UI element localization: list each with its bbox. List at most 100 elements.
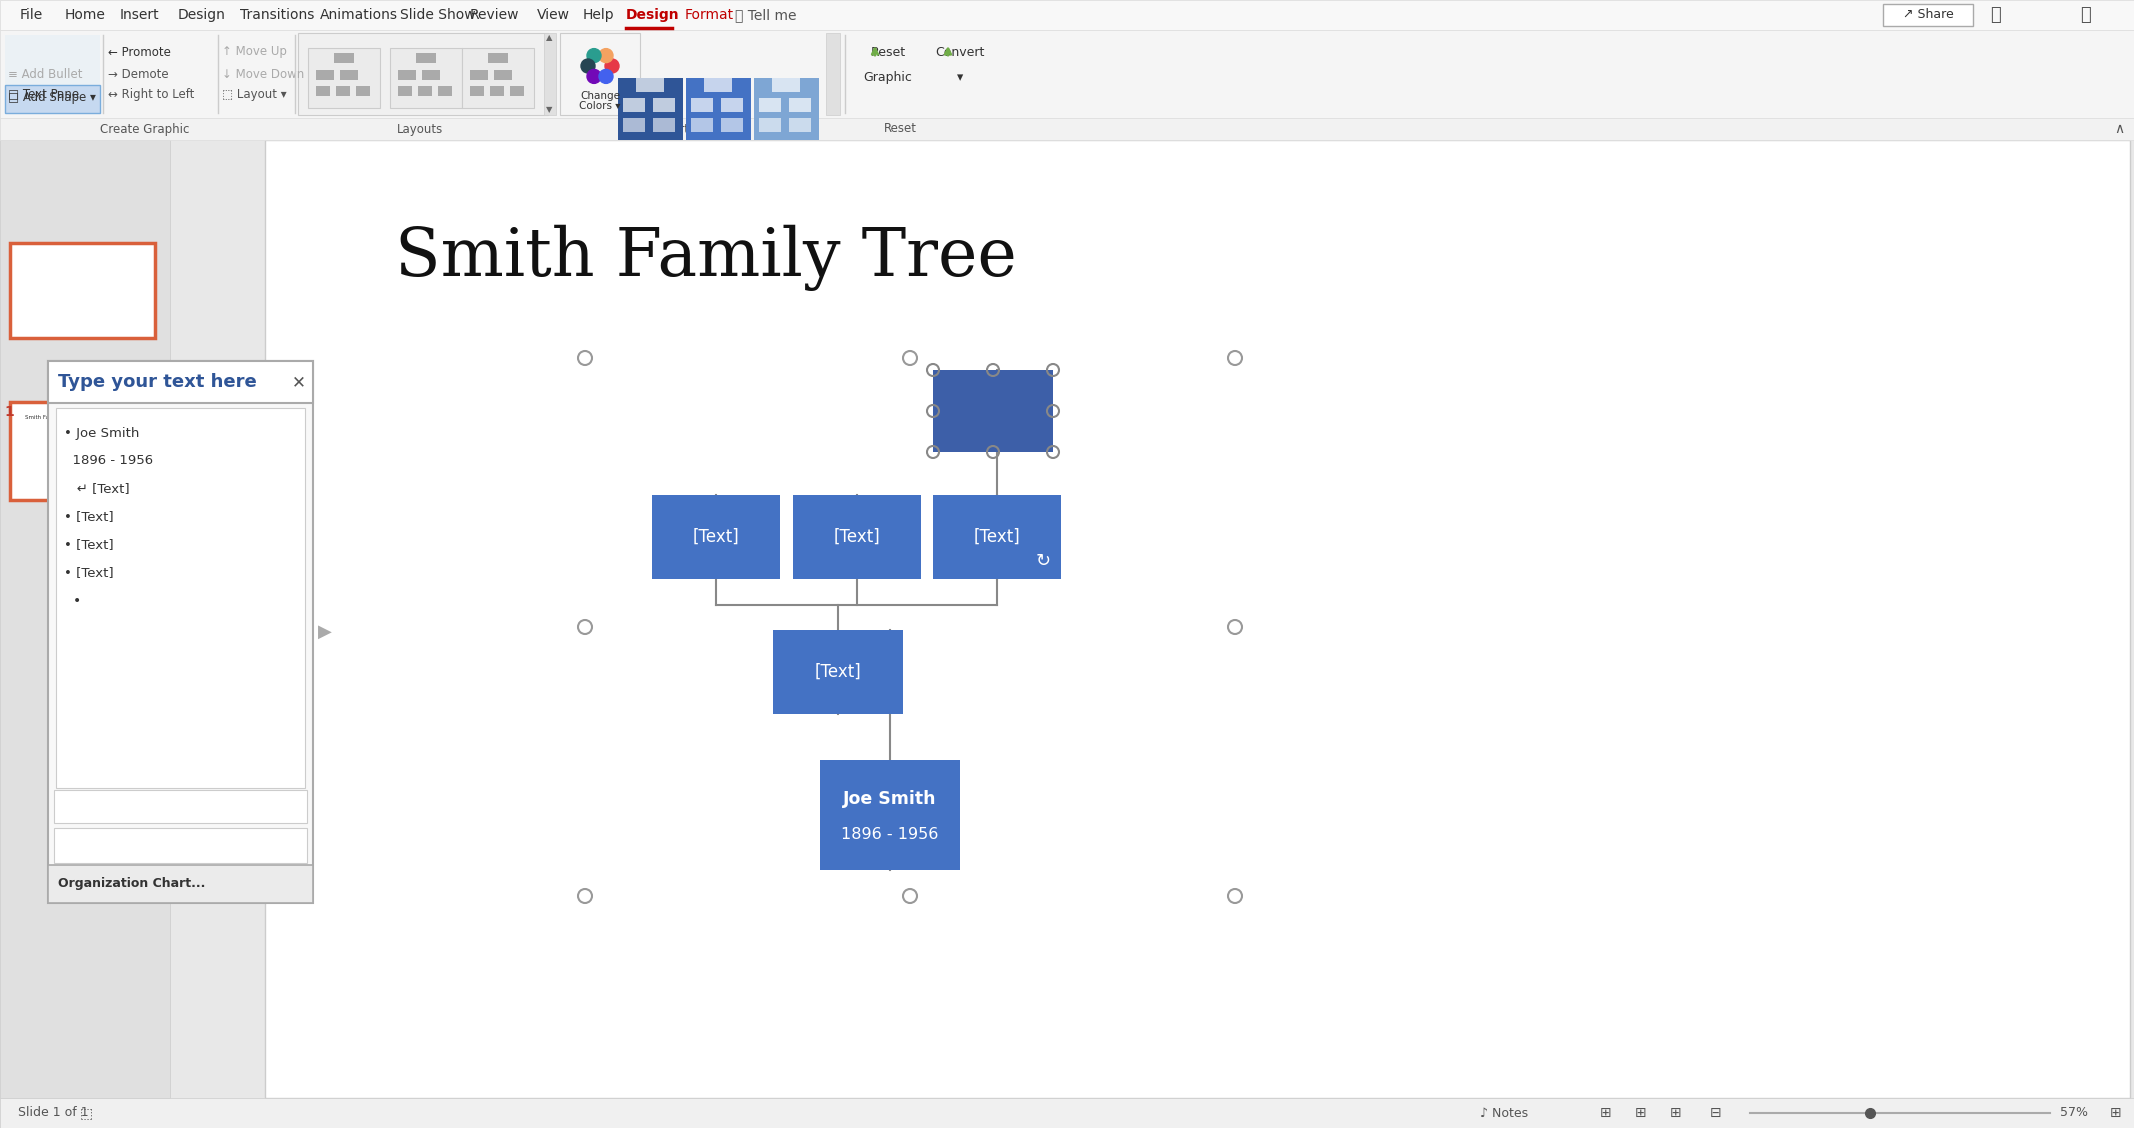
Bar <box>0 118 2134 140</box>
Text: Review: Review <box>469 8 519 23</box>
Bar <box>391 49 461 108</box>
Bar <box>933 370 1052 452</box>
Circle shape <box>580 59 595 73</box>
Circle shape <box>587 49 602 63</box>
Text: File: File <box>19 8 43 23</box>
Text: • [Text]: • [Text] <box>64 538 113 552</box>
Bar <box>773 78 800 92</box>
Text: ↔ Right to Left: ↔ Right to Left <box>109 88 194 100</box>
Bar <box>491 86 504 96</box>
Text: Type your text here: Type your text here <box>58 373 256 391</box>
Bar <box>721 98 743 112</box>
Bar <box>53 790 307 823</box>
Text: Format: Format <box>685 8 734 23</box>
Circle shape <box>606 59 619 73</box>
Bar <box>623 118 644 132</box>
Bar <box>423 70 440 80</box>
Bar <box>51 464 75 476</box>
Text: •: • <box>73 594 81 608</box>
Circle shape <box>600 70 612 83</box>
Text: Organization Chart...: Organization Chart... <box>58 878 205 890</box>
Text: ♪ Notes: ♪ Notes <box>1481 1107 1528 1119</box>
Circle shape <box>600 49 612 63</box>
Text: [Text]: [Text] <box>815 663 862 681</box>
Text: ⬚ Layout ▾: ⬚ Layout ▾ <box>222 88 286 100</box>
Text: Design: Design <box>625 8 679 23</box>
Text: ⊞: ⊞ <box>1600 1105 1611 1120</box>
Bar <box>399 86 412 96</box>
Text: 🔍 Tell me: 🔍 Tell me <box>734 8 796 23</box>
Text: ⊞: ⊞ <box>2111 1105 2121 1120</box>
Bar <box>461 49 534 108</box>
Text: 1896 - 1956: 1896 - 1956 <box>64 455 154 467</box>
Bar <box>335 53 354 63</box>
Text: Design: Design <box>177 8 226 23</box>
Bar <box>760 98 781 112</box>
Text: Create Graphic: Create Graphic <box>100 123 190 135</box>
Bar <box>544 33 557 115</box>
Text: Reset: Reset <box>871 46 905 60</box>
Text: ▼: ▼ <box>546 106 553 115</box>
Bar <box>416 53 435 63</box>
Text: [Text]: [Text] <box>694 528 738 546</box>
Text: □ Text Pane: □ Text Pane <box>9 88 79 100</box>
Text: ⊞: ⊞ <box>1635 1105 1647 1120</box>
Bar <box>11 243 156 338</box>
Text: ⬚: ⬚ <box>79 1105 94 1120</box>
Bar <box>47 865 314 904</box>
Text: Change: Change <box>580 91 621 102</box>
Bar <box>299 33 548 115</box>
Bar <box>559 33 640 115</box>
Bar <box>773 631 903 714</box>
Bar <box>102 464 124 476</box>
Text: Insert: Insert <box>120 8 160 23</box>
Bar <box>691 98 713 112</box>
Bar <box>0 30 2134 118</box>
Text: Colors ▾: Colors ▾ <box>578 102 621 111</box>
Text: □ Add Shape ▾: □ Add Shape ▾ <box>9 91 96 105</box>
Text: Reset: Reset <box>883 123 915 135</box>
Bar <box>691 118 713 132</box>
Text: ▶: ▶ <box>318 623 333 641</box>
Bar <box>790 98 811 112</box>
Text: Layouts: Layouts <box>397 123 444 135</box>
Bar <box>356 86 369 96</box>
Bar <box>1882 5 1974 26</box>
Text: ≡ Add Bullet: ≡ Add Bullet <box>9 68 83 80</box>
Text: ▲: ▲ <box>546 34 553 43</box>
Bar <box>102 479 124 491</box>
Text: Slide 1 of 1: Slide 1 of 1 <box>17 1107 90 1119</box>
Bar <box>794 495 922 579</box>
Bar <box>636 78 664 92</box>
Bar <box>493 70 512 80</box>
Bar <box>79 464 100 476</box>
Text: ⊟: ⊟ <box>1709 1105 1722 1120</box>
Text: ↻: ↻ <box>1035 552 1050 570</box>
Bar <box>418 86 431 96</box>
Text: Transitions: Transitions <box>239 8 314 23</box>
Bar <box>753 78 819 140</box>
Text: [Text]: [Text] <box>973 528 1020 546</box>
Text: 1: 1 <box>4 405 13 418</box>
Text: 1896 - 1956: 1896 - 1956 <box>841 827 939 843</box>
Bar <box>339 70 359 80</box>
Bar <box>47 361 314 904</box>
Bar <box>790 118 811 132</box>
Bar <box>335 86 350 96</box>
Bar <box>685 78 751 140</box>
Bar <box>0 140 171 1098</box>
Bar <box>399 70 416 80</box>
Text: 🙂: 🙂 <box>2081 6 2091 24</box>
Bar <box>307 49 380 108</box>
Text: 57%: 57% <box>2059 1107 2087 1119</box>
Bar <box>721 118 743 132</box>
Text: Joe Smith: Joe Smith <box>843 790 937 808</box>
Text: ← Promote: ← Promote <box>109 45 171 59</box>
Text: ↗ Share: ↗ Share <box>1904 9 1953 21</box>
Bar <box>53 828 307 863</box>
Text: • [Text]: • [Text] <box>64 566 113 580</box>
Text: Home: Home <box>64 8 107 23</box>
Text: [Text]: [Text] <box>834 528 881 546</box>
Bar <box>933 495 1061 579</box>
Bar <box>79 444 109 458</box>
